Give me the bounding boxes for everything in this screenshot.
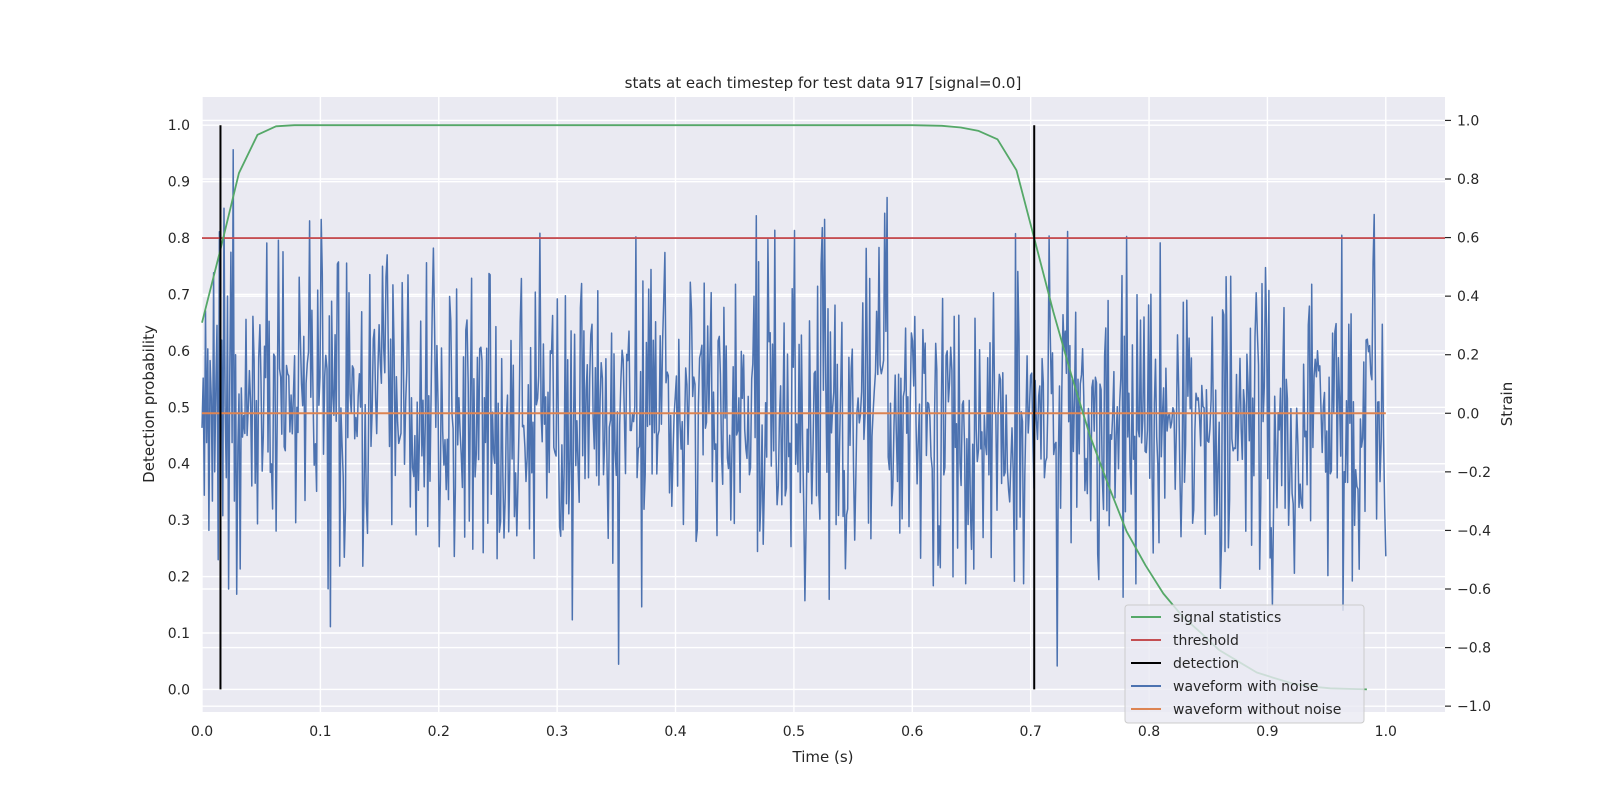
y-right-tick-label: 0.0 — [1457, 406, 1479, 422]
y-axis-label-right: Strain — [1498, 382, 1516, 426]
x-tick-label: 0.7 — [1020, 724, 1042, 740]
y-left-tick-label: 0.9 — [168, 175, 190, 191]
x-tick-label: 0.6 — [901, 724, 923, 740]
x-tick-label: 0.8 — [1138, 724, 1160, 740]
x-tick-label: 0.3 — [546, 724, 568, 740]
x-tick-label: 0.5 — [783, 724, 805, 740]
legend-label-signal-statistics: signal statistics — [1173, 610, 1281, 626]
y-left-tick-label: 0.0 — [168, 682, 190, 698]
x-tick-label: 0.2 — [428, 724, 450, 740]
legend-label-waveform-with-noise: waveform with noise — [1173, 679, 1318, 695]
x-tick-label: 0.9 — [1256, 724, 1278, 740]
x-tick-label: 0.4 — [664, 724, 686, 740]
y-right-tick-label: 0.6 — [1457, 231, 1479, 247]
y-right-tick-label: −0.6 — [1457, 582, 1491, 598]
y-right-tick-label: −1.0 — [1457, 699, 1491, 715]
series-layer — [201, 124, 1445, 691]
legend-label-threshold: threshold — [1173, 633, 1239, 649]
series-waveform-with-noise — [201, 148, 1387, 667]
y-left-tick-label: 0.6 — [168, 344, 190, 360]
x-tick-label: 1.0 — [1375, 724, 1397, 740]
x-tick-label: 0.0 — [191, 724, 213, 740]
x-tick-label: 0.1 — [309, 724, 331, 740]
y-left-tick-label: 0.7 — [168, 287, 190, 303]
y-right-tick-label: −0.8 — [1457, 641, 1491, 657]
y-right-tick-label: 0.4 — [1457, 289, 1479, 305]
legend: signal statistics threshold detection wa… — [1124, 604, 1365, 724]
y-left-tick-label: 0.8 — [168, 231, 190, 247]
y-left-tick-label: 0.1 — [168, 626, 190, 642]
y-left-tick-label: 0.3 — [168, 513, 190, 529]
x-axis-label: Time (s) — [792, 748, 854, 766]
y-axis-label-left: Detection probability — [140, 325, 158, 483]
y-left-tick-label: 0.2 — [168, 570, 190, 586]
legend-label-detection: detection — [1173, 656, 1239, 672]
y-right-tick-label: 0.2 — [1457, 348, 1479, 364]
tick-layer: 0.0 0.1 0.2 0.3 0.4 0.5 0.6 0.7 0.8 0.9 1.0 0.0 0.1 0… — [168, 113, 1491, 740]
y-left-tick-label: 0.4 — [168, 457, 190, 473]
legend-label-waveform-without-noise: waveform without noise — [1173, 702, 1341, 718]
y-right-tick-label: −0.2 — [1457, 465, 1491, 481]
chart-title: stats at each timestep for test data 917… — [625, 74, 1022, 92]
legend-box — [1124, 604, 1365, 724]
y-right-tick-label: 1.0 — [1457, 113, 1479, 129]
y-left-tick-label: 1.0 — [168, 118, 190, 134]
y-left-tick-label: 0.5 — [168, 400, 190, 416]
y-right-tick-label: 0.8 — [1457, 172, 1479, 188]
y-right-tick-label: −0.4 — [1457, 523, 1491, 539]
